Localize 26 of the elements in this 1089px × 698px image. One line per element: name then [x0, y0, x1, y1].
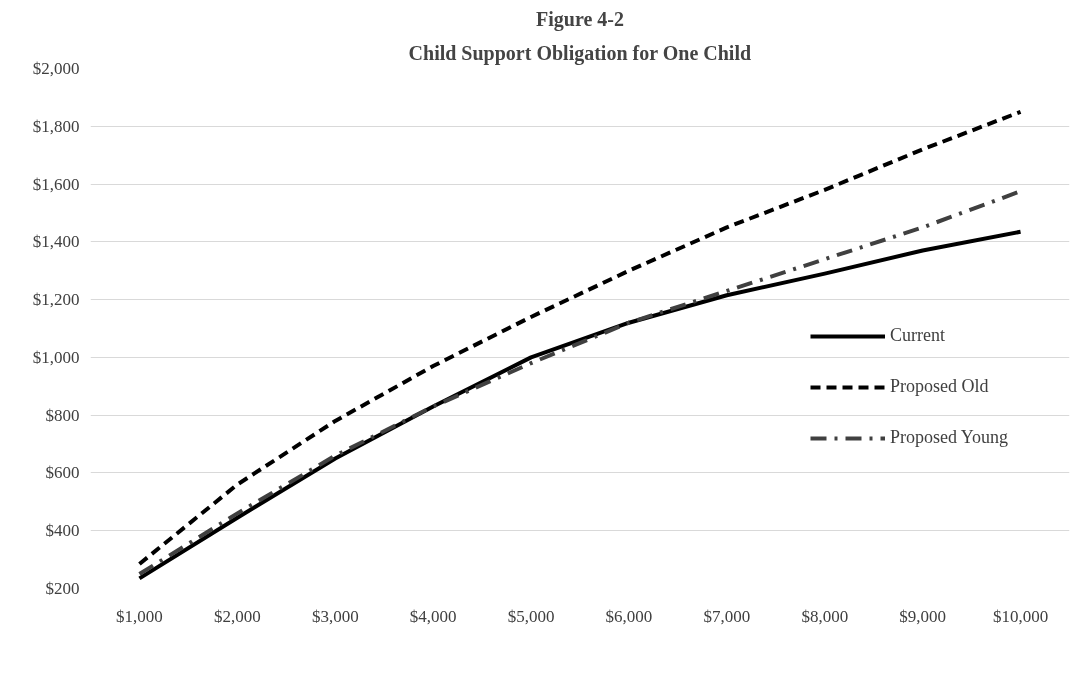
chart-subtitle: Child Support Obligation for One Child: [408, 41, 752, 65]
y-tick-label: $600: [45, 463, 80, 483]
legend-label: Proposed Young: [890, 427, 1009, 448]
line-series: [137, 109, 1023, 566]
legend-label: Current: [890, 325, 945, 346]
x-tick-label: $2,000: [213, 606, 261, 626]
x-tick-label: $3,000: [311, 606, 359, 626]
x-tick-label: $7,000: [703, 606, 751, 626]
y-tick-label: $200: [45, 579, 80, 598]
x-tick-label: $6,000: [605, 606, 653, 626]
y-tick-label: $1,800: [32, 116, 80, 136]
y-tick-label: $1,200: [32, 290, 80, 310]
y-tick-label: $1,600: [32, 174, 80, 194]
legend-label: Proposed Old: [890, 376, 989, 397]
y-tick-label: $800: [45, 405, 80, 425]
x-tick-label: $10,000: [992, 606, 1049, 626]
y-tick-label: $400: [45, 521, 80, 541]
x-tick-label: $1,000: [116, 606, 163, 626]
y-tick-label: $1,400: [32, 232, 80, 252]
y-tick-label: $2,000: [32, 59, 80, 78]
x-tick-label: $9,000: [899, 606, 947, 626]
x-tick-label: $4,000: [409, 606, 457, 626]
x-tick-label: $5,000: [507, 606, 555, 626]
chart-title: Figure 4-2: [536, 7, 624, 31]
y-tick-label: $1,000: [32, 347, 80, 367]
x-tick-label: $8,000: [801, 606, 849, 626]
